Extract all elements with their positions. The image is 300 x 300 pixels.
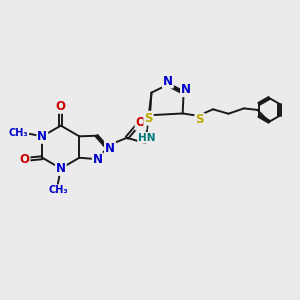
Text: N: N <box>37 130 47 143</box>
Text: N: N <box>181 83 191 96</box>
Text: CH₃: CH₃ <box>48 185 68 195</box>
Text: N: N <box>56 162 66 175</box>
Text: S: S <box>195 113 204 127</box>
Text: S: S <box>144 112 153 125</box>
Text: HN: HN <box>138 133 156 143</box>
Text: O: O <box>136 116 146 130</box>
Text: CH₃: CH₃ <box>9 128 28 138</box>
Text: O: O <box>56 100 66 113</box>
Text: N: N <box>105 142 115 155</box>
Text: N: N <box>93 153 103 166</box>
Text: O: O <box>20 153 29 166</box>
Text: N: N <box>163 74 173 88</box>
